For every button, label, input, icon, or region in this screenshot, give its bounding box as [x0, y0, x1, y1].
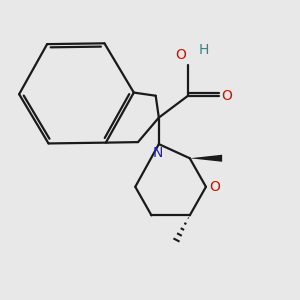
- Text: H: H: [199, 43, 209, 57]
- Text: O: O: [221, 88, 233, 103]
- Text: O: O: [209, 180, 220, 194]
- Polygon shape: [190, 155, 222, 162]
- Text: O: O: [175, 48, 186, 62]
- Text: N: N: [152, 146, 163, 160]
